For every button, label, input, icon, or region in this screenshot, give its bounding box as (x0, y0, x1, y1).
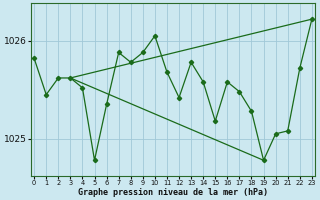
X-axis label: Graphe pression niveau de la mer (hPa): Graphe pression niveau de la mer (hPa) (78, 188, 268, 197)
